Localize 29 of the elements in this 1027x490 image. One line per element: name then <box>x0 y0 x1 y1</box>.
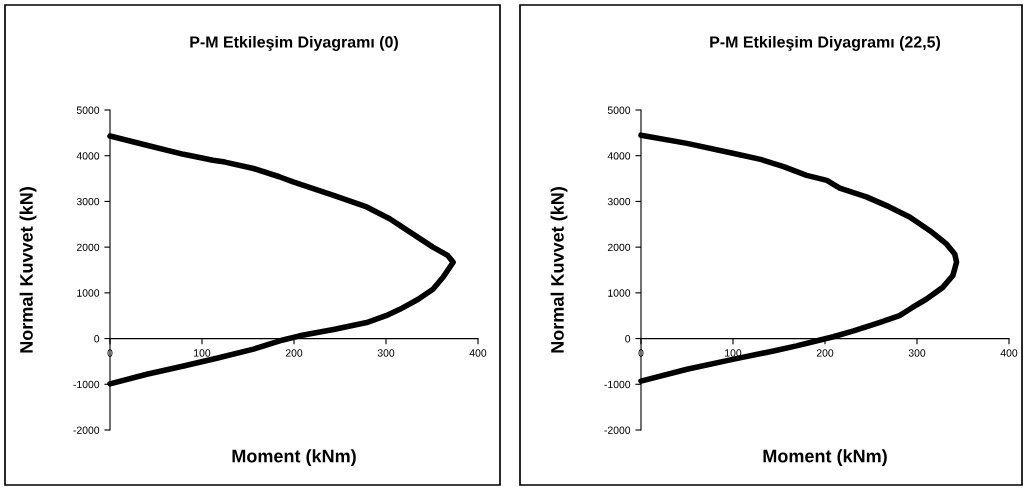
y-tick-label: 2000 <box>607 243 631 252</box>
x-tick-label: 400 <box>1000 349 1018 357</box>
y-tick-label: 4000 <box>76 152 100 160</box>
x-tick-label: 300 <box>377 349 395 357</box>
y-tick-label: 1000 <box>608 289 631 297</box>
y-tick-label: 5000 <box>76 106 100 114</box>
y-tick-label: 2000 <box>76 243 100 252</box>
x-tick-label: 100 <box>194 349 211 357</box>
y-tick-label: 4000 <box>607 152 631 160</box>
chart-title: P-M Etkileşim Diyagramı (22,5) <box>710 35 941 51</box>
x-axis-title: Moment (kNm) <box>763 449 887 467</box>
x-tick-label: 300 <box>908 349 926 357</box>
y-tick-label: 0 <box>94 335 100 343</box>
y-tick-label: 1000 <box>77 289 100 297</box>
y-tick-label: -1000 <box>73 380 100 389</box>
x-tick-label: 200 <box>816 349 834 357</box>
y-tick-label: -2000 <box>73 426 100 434</box>
y-tick-label: 3000 <box>607 197 631 206</box>
x-axis-title: Moment (kNm) <box>232 449 356 467</box>
chart-title: P-M Etkileşim Diyagramı (0) <box>190 35 398 51</box>
y-axis-title: Normal Kuvvet (kN) <box>550 187 568 353</box>
y-tick-label: 0 <box>625 335 631 343</box>
x-tick-label: 400 <box>469 349 487 357</box>
y-tick-label: -1000 <box>604 380 631 389</box>
x-tick-label: 200 <box>285 349 303 357</box>
y-tick-label: 5000 <box>607 106 631 114</box>
y-tick-label: 3000 <box>76 197 100 206</box>
y-tick-label: -2000 <box>604 426 631 434</box>
y-axis-title: Normal Kuvvet (kN) <box>19 187 37 353</box>
